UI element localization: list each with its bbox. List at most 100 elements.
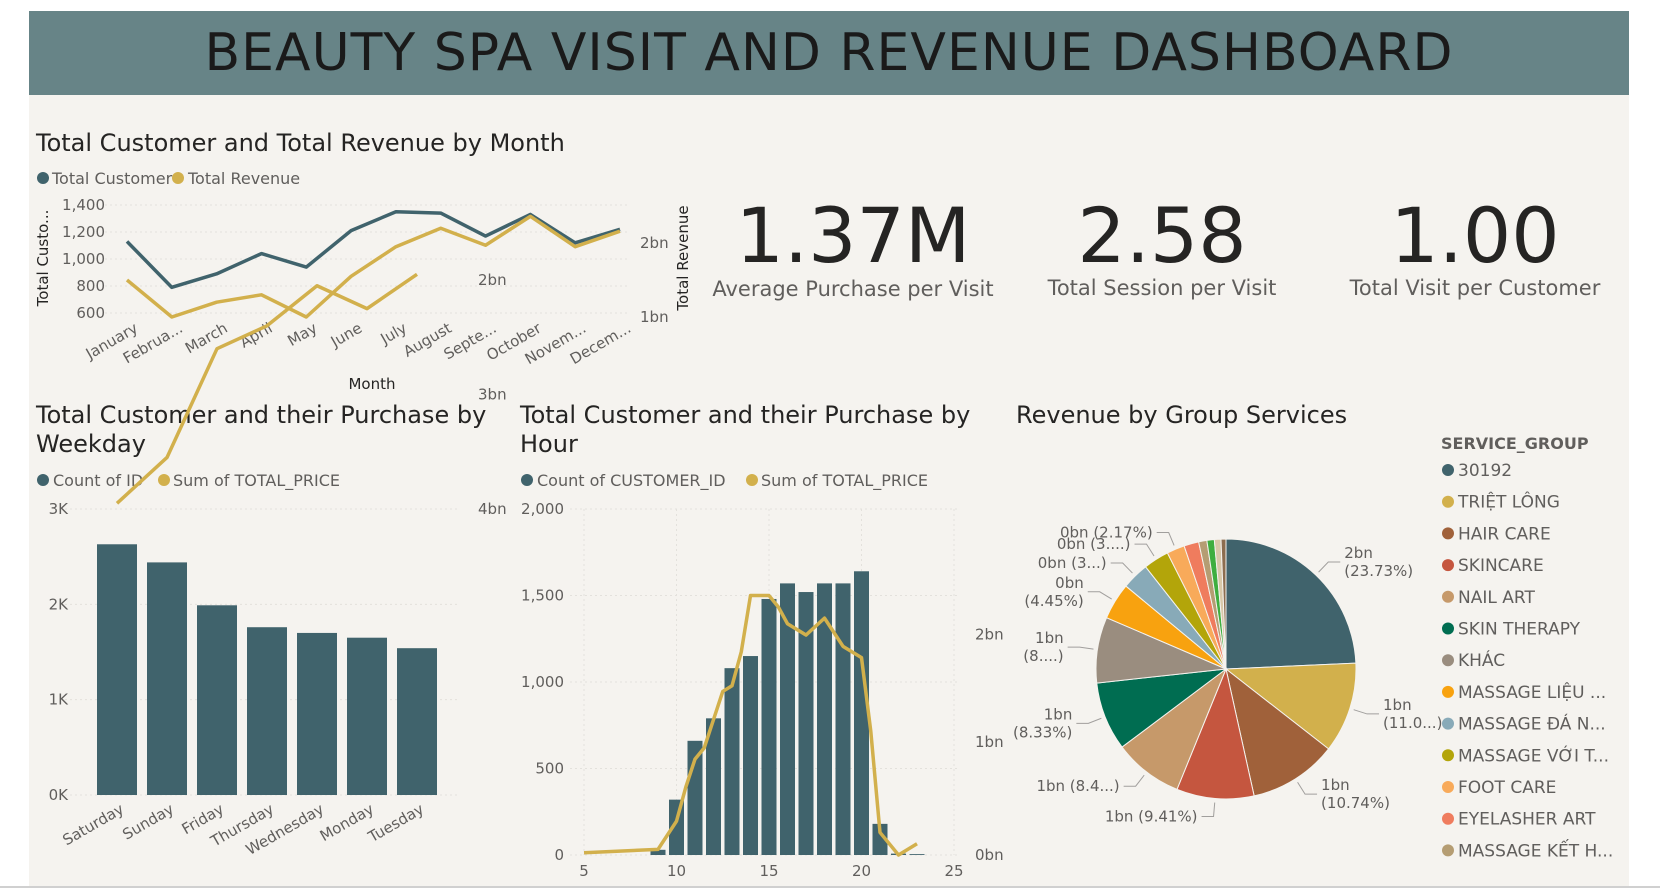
legend-item-label: MASSAGE KẾT H...	[1458, 837, 1613, 861]
legend-dot	[1442, 622, 1454, 635]
legend-item-label: KHÁC	[1458, 649, 1505, 671]
pie-legend[interactable]: 30192 TRIỆT LÔNG HAIR CARE SKINCARE NAIL ART…	[1442, 461, 1613, 861]
legend-dot	[1442, 464, 1454, 476]
legend-dot	[1442, 812, 1454, 825]
kpi-label: Average Purchase per Visit	[712, 277, 993, 301]
x-tick-label: Monday	[317, 800, 377, 845]
legend-dot	[1442, 559, 1454, 572]
page-bottom-border	[0, 886, 1660, 888]
y2-tick-label: 3bn	[478, 386, 507, 404]
pie-data-label: 1bn	[1044, 705, 1073, 723]
legend-item-label: FOOT CARE	[1458, 778, 1556, 798]
pie-data-label: 1bn (8.4...)	[1036, 777, 1119, 795]
y-tick-label: 1,400	[62, 196, 105, 214]
x-tick-label: 10	[667, 862, 686, 880]
pie-leader-line	[1134, 543, 1155, 557]
kpi-average-purchase: 1.37M Average Purchase per Visit	[712, 191, 993, 301]
pie-leader-line	[1076, 717, 1102, 724]
legend-dot	[1442, 495, 1454, 508]
bar-hour-23	[909, 854, 925, 855]
chart-hour-legend[interactable]: Count of CUSTOMER_ID Sum of TOTAL_PRICE	[521, 471, 928, 491]
pie-data-label: 0bn (2.17%)	[1060, 524, 1153, 542]
y-tick-label: 1,200	[62, 223, 105, 241]
y-tick-label: 2,000	[521, 500, 564, 518]
pie-data-label: 0bn	[1055, 574, 1084, 592]
chart-month-title: Total Customer and Total Revenue by Mont…	[35, 129, 565, 157]
legend-label-price: Sum of TOTAL_PRICE	[173, 471, 340, 491]
chart-month-ylabel: Total Custo...	[34, 210, 52, 308]
kpi-session-per-visit: 2.58 Total Session per Visit	[1047, 191, 1277, 300]
y2-tick-label: 2bn	[478, 271, 507, 289]
x-tick-label: June	[327, 319, 365, 351]
pie-slice-skincare	[1176, 667, 1255, 800]
chart-hour-title-line2: Hour	[520, 430, 578, 458]
pie-data-label: (10.74%)	[1321, 794, 1390, 812]
y2-tick-label: 0bn	[975, 846, 1004, 864]
pie-data-label: 1bn	[1321, 776, 1350, 794]
bar-hour-12	[706, 718, 721, 855]
bar-sunday	[147, 562, 187, 795]
pie-slice-tri-t-l-ng	[1224, 662, 1357, 750]
kpi-value: 1.00	[1390, 191, 1559, 280]
y-tick-label: 2K	[49, 595, 70, 613]
legend-item-label: TRIỆT LÔNG	[1457, 491, 1560, 513]
bar-hour-14	[743, 656, 758, 855]
legend-dot-price	[746, 474, 758, 486]
chart-weekday-title-line1: Total Customer and their Purchase by	[35, 401, 486, 429]
x-tick-label: 20	[852, 862, 871, 880]
pie-leader-line	[1156, 532, 1175, 546]
y-tick-label: 800	[76, 277, 105, 295]
bar-saturday	[97, 544, 137, 795]
chart-month-xlabel: Month	[348, 375, 395, 393]
x-tick-label: Sunday	[119, 800, 177, 844]
kpi-value: 1.37M	[736, 191, 971, 280]
bar-hour-18	[817, 583, 832, 855]
y-tick-label: 3K	[49, 500, 70, 518]
y2-tick-label: 1bn	[975, 733, 1004, 751]
legend-item-label: SKIN THERAPY	[1458, 620, 1581, 640]
chart-month-plot: 1,4001,2001,0008006002bn1bnJanuaryFebrua…	[62, 196, 669, 368]
pie-leader-line	[1353, 709, 1380, 715]
legend-label-price: Sum of TOTAL_PRICE	[761, 471, 928, 491]
legend-label-customer: Total Customer	[51, 169, 173, 188]
bar-thursday	[247, 627, 287, 795]
y-tick-label: 1K	[49, 691, 70, 709]
bar-wednesday	[297, 632, 337, 795]
dashboard-header: BEAUTY SPA VISIT AND REVENUE DASHBOARD	[29, 11, 1629, 95]
pie-data-label: 1bn	[1035, 629, 1064, 647]
chart-month-legend[interactable]: Total Customer Total Revenue	[37, 169, 300, 188]
y-tick-label: 600	[76, 304, 105, 322]
series-line-sum-total-price	[583, 593, 918, 857]
bar-tuesday	[397, 648, 437, 795]
pie-data-label: (11.0...)	[1383, 714, 1442, 732]
chart-weekday-legend[interactable]: Count of ID Sum of TOTAL_PRICE	[37, 471, 340, 491]
chart-pie-title: Revenue by Group Services	[1016, 401, 1347, 429]
y2-tick-label: 2bn	[975, 625, 1004, 643]
pie-slice-30192	[1225, 538, 1357, 670]
bar-hour-13	[724, 668, 740, 855]
bar-monday	[347, 637, 387, 795]
x-tick-label: Saturday	[59, 800, 127, 849]
legend-dot-price	[158, 474, 170, 486]
kpi-value: 2.58	[1077, 191, 1246, 280]
bar-hour-21	[872, 823, 888, 855]
legend-label-count: Count of ID	[53, 471, 143, 490]
series-line-total-revenue	[125, 214, 621, 319]
pie-data-label: 0bn (3...)	[1038, 554, 1107, 572]
kpi-label: Total Visit per Customer	[1349, 276, 1601, 300]
y-tick-label: 500	[535, 760, 564, 778]
x-tick-label: 5	[579, 862, 589, 880]
pie-legend-title: SERVICE_GROUP	[1441, 434, 1589, 453]
series-line-total-customer	[125, 210, 621, 290]
bar-hour-20	[854, 571, 869, 855]
pie-data-label: (8....)	[1023, 647, 1063, 665]
legend-dot	[1442, 844, 1454, 857]
pie-leader-line	[1110, 562, 1133, 574]
chart-hour-title-line1: Total Customer and their Purchase by	[519, 401, 970, 429]
y2-tick-label: 4bn	[478, 500, 507, 518]
pie-slice-hair-care	[1225, 667, 1330, 797]
pie-data-label: (23.73%)	[1344, 562, 1413, 580]
bar-friday	[197, 605, 237, 795]
x-tick-label: Tuesday	[364, 800, 427, 847]
